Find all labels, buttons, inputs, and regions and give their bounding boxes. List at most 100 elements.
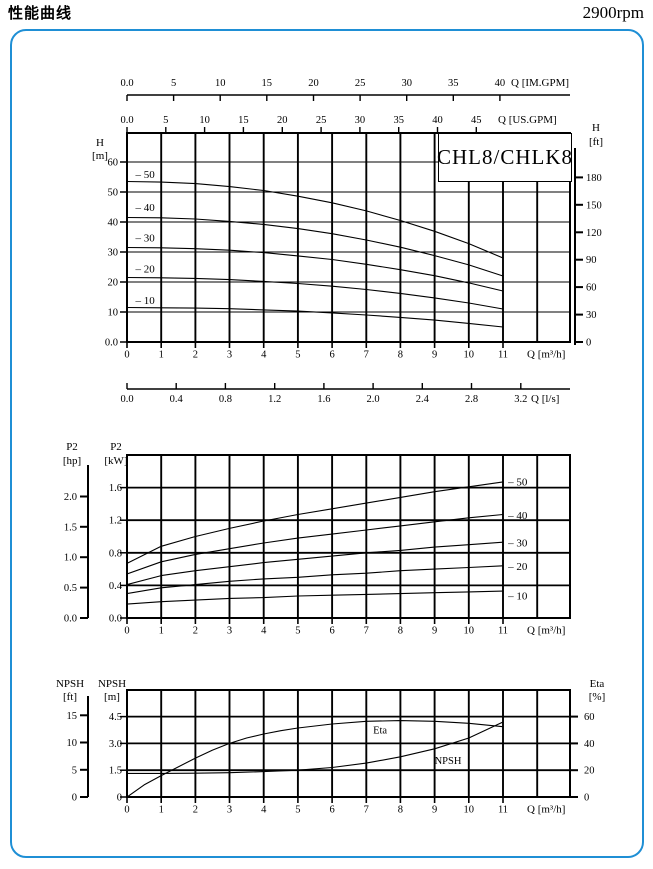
us-gpm-tick-label: 15 <box>238 115 249 126</box>
us-gpm-unit-label: Q [US.GPM] <box>498 114 557 126</box>
x-tick-label: 10 <box>464 805 475 816</box>
hp-tick-label: 0.0 <box>64 614 77 625</box>
y-tick-label: 20 <box>108 278 119 289</box>
x-tick-label: 1 <box>159 805 164 816</box>
y-tick-label: 0.8 <box>109 548 122 559</box>
hp-tick-label: 2.0 <box>64 492 77 503</box>
x-tick-label: 0 <box>124 626 129 637</box>
axis-header-eta: Eta <box>590 678 605 690</box>
x-tick-label: 11 <box>498 626 508 637</box>
y-tick-label: 1.5 <box>109 766 122 777</box>
axis-header-p2-kw: P2 <box>110 441 122 453</box>
eta-tick-label: 40 <box>584 739 595 750</box>
curve-label-40: – 40 <box>135 202 156 214</box>
us-gpm-tick-label: 45 <box>471 115 482 126</box>
curve-P2-30 <box>126 541 504 586</box>
plot-border <box>126 454 571 619</box>
curve-label-20: – 20 <box>507 561 528 573</box>
npsh-ft-tick-label: 0 <box>72 793 77 804</box>
hp-tick-label: 0.5 <box>64 583 77 594</box>
y-tick-label: 30 <box>108 248 119 259</box>
curve-P2-20 <box>126 565 504 595</box>
curve-H-50 <box>126 180 504 259</box>
hp-tick-label: 1.0 <box>64 553 77 564</box>
axis-header-p2-kw: [kW] <box>104 455 127 467</box>
curve-npsh <box>127 721 504 774</box>
curve-label-20: – 20 <box>135 263 156 275</box>
ft-tick-label: 150 <box>586 200 602 211</box>
y-tick-label: 0.0 <box>109 614 122 625</box>
x-tick-label: 10 <box>464 626 475 637</box>
plot-border <box>126 132 571 343</box>
x-tick-label: 11 <box>498 805 508 816</box>
x-axis-unit-label: Q [m³/h] <box>527 804 565 816</box>
curve-H-40 <box>126 216 504 277</box>
page-title: 性能曲线 <box>8 5 73 22</box>
npsh-ft-tick-label: 10 <box>67 738 78 749</box>
y-tick-label: 60 <box>108 158 119 169</box>
curve-P2-50 <box>126 481 504 564</box>
x-tick-label: 1 <box>159 350 164 361</box>
x-tick-label: 8 <box>398 626 403 637</box>
ft-tick-label: 0 <box>586 338 591 349</box>
curve-label-30: – 30 <box>507 538 528 550</box>
y-tick-label: 0 <box>117 793 122 804</box>
x-tick-label: 4 <box>261 805 267 816</box>
curve-label-10: – 10 <box>507 591 528 603</box>
x-tick-label: 0 <box>124 805 129 816</box>
x-tick-label: 2 <box>193 805 198 816</box>
us-gpm-tick-label: 20 <box>277 115 288 126</box>
axis-header-h-m: H <box>96 137 104 149</box>
model-box: CHL8/CHLK8 <box>437 133 572 182</box>
y-tick-label: 0.4 <box>109 581 123 592</box>
npsh-ft-tick-label: 15 <box>67 711 78 722</box>
curve-H-10 <box>126 306 504 328</box>
curve-H-20 <box>126 276 504 310</box>
axis-header-npsh-m: [m] <box>104 691 120 703</box>
im-gpm-tick-label: 30 <box>401 78 412 89</box>
curve-eta <box>126 720 504 798</box>
x-tick-label: 0 <box>124 350 129 361</box>
y-tick-label: 0.0 <box>105 338 118 349</box>
axis-header-npsh-m: NPSH <box>98 678 126 690</box>
curve-label-npsh: NPSH <box>435 756 462 767</box>
y-tick-label: 40 <box>108 218 119 229</box>
curve-label-30: – 30 <box>135 233 156 245</box>
us-gpm-tick-label: 30 <box>355 115 366 126</box>
x-axis-unit-label: Q [m³/h] <box>527 349 565 361</box>
us-gpm-tick-label: 35 <box>393 115 404 126</box>
x-tick-label: 4 <box>261 350 267 361</box>
eta-tick-label: 20 <box>584 766 595 777</box>
ft-tick-label: 60 <box>586 283 597 294</box>
ft-tick-label: 120 <box>586 228 602 239</box>
ls-tick-label: 2.8 <box>465 394 478 405</box>
y-tick-label: 1.2 <box>109 516 122 527</box>
x-tick-label: 2 <box>193 350 198 361</box>
x-tick-label: 10 <box>464 350 475 361</box>
x-tick-label: 2 <box>193 626 198 637</box>
im-gpm-tick-label: 35 <box>448 78 459 89</box>
ft-tick-label: 30 <box>586 310 597 321</box>
im-gpm-tick-label: 0.0 <box>120 78 133 89</box>
ls-tick-label: 2.4 <box>416 394 430 405</box>
axis-header-h-ft: H <box>592 122 600 134</box>
x-tick-label: 7 <box>364 350 369 361</box>
us-gpm-tick-label: 5 <box>163 115 168 126</box>
curve-label-50: – 50 <box>507 476 528 488</box>
x-tick-label: 9 <box>432 350 437 361</box>
curve-label-40: – 40 <box>507 510 528 522</box>
rpm-label: 2900rpm <box>582 3 644 22</box>
axis-header-npsh-ft: NPSH <box>56 678 84 690</box>
x-tick-label: 4 <box>261 626 267 637</box>
im-gpm-tick-label: 5 <box>171 78 176 89</box>
axis-header-h-m: [m] <box>92 150 108 162</box>
eta-tick-label: 60 <box>584 712 595 723</box>
axis-header-p2-hp: P2 <box>66 441 78 453</box>
x-tick-label: 7 <box>364 626 369 637</box>
curve-label-50: – 50 <box>135 169 156 181</box>
x-tick-label: 9 <box>432 805 437 816</box>
ls-tick-label: 0.0 <box>120 394 133 405</box>
y-tick-label: 10 <box>108 308 119 319</box>
